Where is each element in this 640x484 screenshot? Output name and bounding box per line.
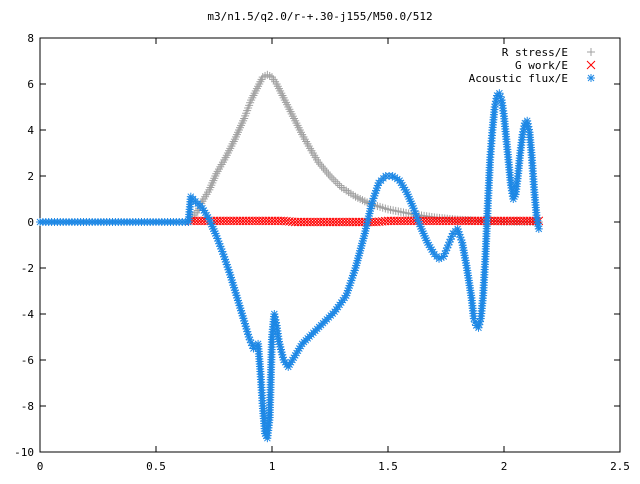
axes-layer: 0 0.5 1 1.5 2 2.5 -10 -8 -6 -4 -2 0 2 4 6 8 [14,32,630,473]
x-tick-label: 0.5 [146,460,166,473]
series-3 [36,89,543,443]
y-tick-label: 2 [27,170,34,183]
legend-label: G work/E [515,59,568,72]
data-point [333,179,342,188]
plot-frame [39,37,621,453]
x-tick-label: 0 [37,460,44,473]
y-tick-label: -4 [21,308,35,321]
y-tick-label: -6 [21,354,34,367]
legend-label: Acoustic flux/E [469,72,568,85]
x-tick-label: 2.5 [610,460,630,473]
chart-title: m3/n1.5/q2.0/r-+.30-j155/M50.0/512 [207,10,432,23]
data-point [324,170,333,179]
data-point [316,160,325,169]
data-point [335,181,344,190]
data-point [367,199,376,208]
y-tick-label: 0 [27,216,34,229]
data-point [327,173,336,182]
legend-label: R stress/E [502,46,568,59]
x-tick-label: 1 [269,460,276,473]
series-1 [186,70,543,226]
data-point [331,177,340,186]
data-point [344,284,353,293]
data-point [317,162,326,171]
x-tick-label: 1.5 [378,460,398,473]
y-tick-label: -8 [21,400,34,413]
y-tick-label: 6 [27,78,34,91]
data-point [321,166,330,175]
legend-marker [586,60,596,70]
data-point [369,194,378,203]
data-point [329,175,338,184]
y-tick-label: -2 [21,262,34,275]
y-tick-label: 4 [27,124,34,137]
data-point [326,172,334,180]
legend-marker [587,74,595,82]
y-tick-label: 8 [27,32,34,45]
data-point [534,224,543,233]
legend-marker [587,48,595,56]
data-point [322,168,331,177]
data-point [314,158,323,167]
series-layer [36,70,544,443]
data-point [319,164,328,173]
x-tick-label: 2 [501,460,508,473]
y-tick-label: -10 [14,446,34,459]
data-point [272,318,281,327]
